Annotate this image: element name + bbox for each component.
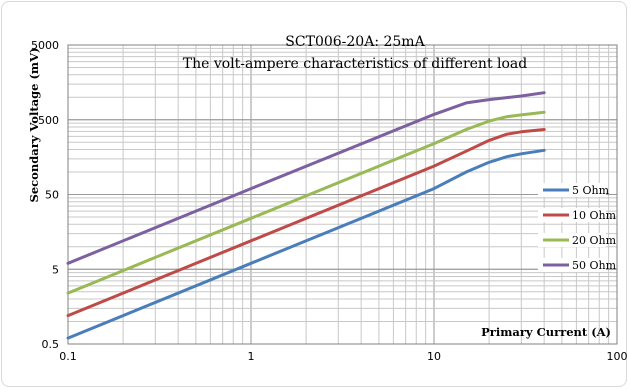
x-tick-label: 1 [248, 350, 255, 363]
legend-label: 5 Ohm [572, 184, 610, 197]
y-tick-label: 5000 [31, 39, 59, 52]
x-tick-label: 0.1 [59, 350, 77, 363]
series-line-10-ohm [66, 128, 546, 318]
legend-entry-background [538, 183, 606, 197]
legend-label: 50 Ohm [572, 259, 617, 272]
x-tick-label: 10 [427, 350, 441, 363]
grid [67, 44, 618, 345]
legend-entry-background [538, 258, 606, 272]
y-tick-label: 0.5 [42, 338, 60, 351]
y-tick-label: 50 [45, 189, 59, 202]
series-line-50-ohm [66, 91, 546, 265]
legend: 5 Ohm 10 Ohm 20 Ohm 50 Ohm [538, 183, 617, 272]
legend-entry-background [538, 208, 606, 222]
tick-labels: 0.1 1 10 100 0.5 5 50 500 5000 [31, 39, 628, 363]
y-tick-label: 500 [38, 114, 59, 127]
x-axis-label: Primary Current (A) [481, 325, 611, 339]
chart-subtitle: The volt-ampere characteristics of diffe… [183, 56, 528, 72]
y-axis-label: Secondary Voltage (mV) [27, 48, 41, 203]
legend-entry-background [538, 233, 606, 247]
legend-label: 10 Ohm [572, 209, 617, 222]
chart-title: SCT006-20A: 25mA [285, 34, 425, 50]
plot-area-border [67, 44, 618, 345]
y-tick-label: 5 [52, 263, 59, 276]
series-line-5-ohm [66, 148, 546, 340]
series-group [66, 91, 546, 340]
series-line-20-ohm [66, 110, 546, 295]
x-tick-label: 100 [607, 350, 628, 363]
legend-label: 20 Ohm [572, 234, 617, 247]
